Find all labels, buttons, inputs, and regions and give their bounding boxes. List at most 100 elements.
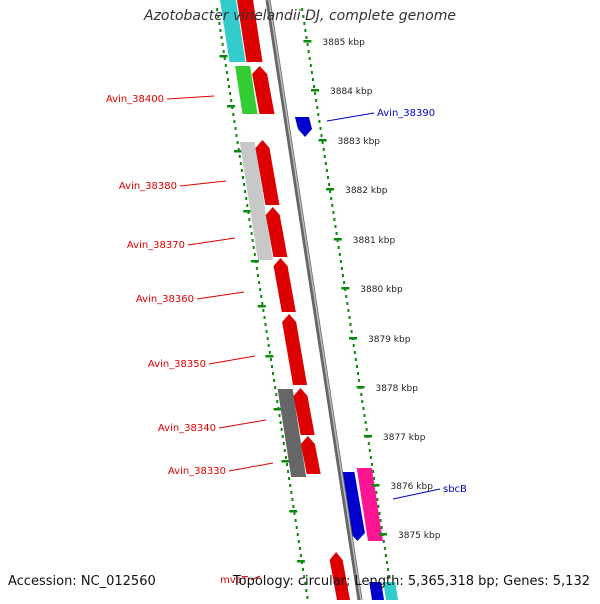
ruler-dot-left	[252, 246, 255, 249]
ruler-dot-right	[306, 43, 309, 46]
ruler-dot-left	[282, 442, 285, 445]
ruler-dot-right	[357, 372, 359, 375]
ruler-dot-left	[220, 36, 223, 39]
ruler-dot-left	[299, 554, 302, 557]
kbp-tick-label: 3878 kbp	[376, 384, 419, 394]
ruler-dot-right	[321, 141, 324, 144]
gene-leader-line	[228, 462, 274, 472]
ruler-dot-left	[260, 295, 263, 298]
ruler-dots	[216, 8, 394, 599]
right-gene-labels: Avin_38390 sbcB	[326, 108, 467, 500]
ruler-dot-right	[310, 71, 313, 74]
ruler-dot-left	[251, 239, 254, 242]
ruler-dot-right	[312, 78, 314, 81]
ruler-dot-left	[278, 414, 281, 417]
ruler-dot-right	[345, 295, 348, 298]
gene-avin-38380	[239, 142, 273, 260]
ruler-dot-right	[324, 162, 327, 165]
ruler-dot-right	[352, 344, 355, 347]
ruler-dot-right	[318, 120, 321, 123]
ruler-dot-left	[305, 589, 308, 592]
kbp-tick-label: 3881 kbp	[353, 236, 396, 246]
gene-red-38400-neighbor	[252, 66, 275, 114]
ruler-dot-left	[235, 134, 238, 137]
gene-label: Avin_38340	[158, 423, 216, 434]
kbp-tick-label: 3882 kbp	[345, 186, 388, 196]
ruler-dot-left	[248, 218, 251, 221]
ruler-dot-right	[363, 414, 366, 417]
kbp-tick-label: 3876 kbp	[391, 482, 434, 492]
kbp-tick-mark	[311, 89, 319, 92]
ruler-dot-right	[383, 547, 386, 550]
ruler-dot-left	[287, 470, 290, 473]
kbp-tick-label: 3875 kbp	[398, 531, 441, 541]
ruler-dot-right	[337, 246, 340, 249]
gene-avin-38340	[277, 389, 307, 477]
ruler-dot-left	[295, 526, 298, 529]
ruler-dot-left	[304, 582, 307, 585]
ruler-dot-left	[237, 148, 240, 151]
ruler-dot-right	[367, 442, 370, 445]
gene-features	[220, 0, 398, 600]
gene-blue-bottom	[369, 582, 384, 600]
ruler-dot-right	[388, 575, 391, 578]
ruler-dot-right	[335, 232, 338, 235]
ruler-dot-right	[329, 190, 332, 193]
ruler-dot-left	[228, 85, 230, 88]
ruler-dot-left	[267, 344, 270, 347]
gene-leader-line	[166, 95, 215, 100]
ruler-dot-right	[378, 512, 381, 515]
ruler-dot-left	[291, 498, 294, 501]
ruler-dot-left	[249, 225, 252, 228]
ruler-dot-right	[333, 218, 336, 221]
gene-label: Avin_38380	[119, 181, 177, 192]
gene-red-38380	[255, 140, 280, 205]
ruler-dash	[250, 260, 259, 263]
ruler-dot-right	[316, 106, 319, 109]
ruler-dot-left	[257, 274, 259, 277]
kbp-tick-label: 3877 kbp	[383, 433, 426, 443]
ruler-dot-left	[273, 379, 276, 382]
ruler-dot-left	[262, 309, 265, 312]
ruler-dot-right	[342, 274, 344, 277]
ruler-dot-left	[265, 330, 268, 333]
ruler-dot-right	[365, 428, 368, 431]
ruler-dot-left	[218, 22, 221, 25]
gene-leader-line	[326, 112, 375, 122]
ruler-dot-right	[303, 22, 306, 25]
ruler-dot-left	[306, 596, 309, 599]
ruler-dot-right	[384, 554, 387, 557]
ruler-dot-right	[347, 309, 350, 312]
backbone-highlight	[268, 0, 362, 601]
ruler-dot-left	[245, 197, 248, 200]
gene-red-top	[237, 0, 263, 62]
gene-label: Avin_38330	[168, 466, 226, 477]
ruler-dot-right	[348, 316, 351, 319]
ruler-dot-right	[379, 519, 382, 522]
ruler-dash	[289, 510, 298, 513]
gene-red-38360	[273, 258, 296, 312]
kbp-tick-mark	[379, 533, 387, 536]
ruler-dot-right	[313, 85, 315, 88]
gene-red-38350	[282, 314, 308, 385]
ruler-dot-right	[305, 36, 308, 39]
ruler-dot-right	[328, 183, 331, 186]
ruler-dash	[243, 210, 252, 213]
ruler-dot-right	[373, 477, 376, 480]
ruler-dot-left	[284, 456, 287, 459]
ruler-dot-left	[302, 568, 305, 571]
kbp-tick-mark	[364, 435, 372, 438]
ruler-dash	[219, 55, 228, 58]
ruler-dash	[296, 560, 305, 563]
gene-leader-line	[392, 488, 441, 500]
ruler-dot-left	[275, 393, 278, 396]
ruler-dot-left	[234, 127, 237, 130]
ruler-dot-right	[356, 365, 358, 368]
gene-label: Avin_38400	[106, 94, 164, 105]
ruler-dot-left	[264, 323, 267, 326]
ruler-dot-left	[289, 484, 292, 487]
ruler-dot-right	[346, 302, 349, 305]
ruler-dot-left	[216, 8, 219, 11]
